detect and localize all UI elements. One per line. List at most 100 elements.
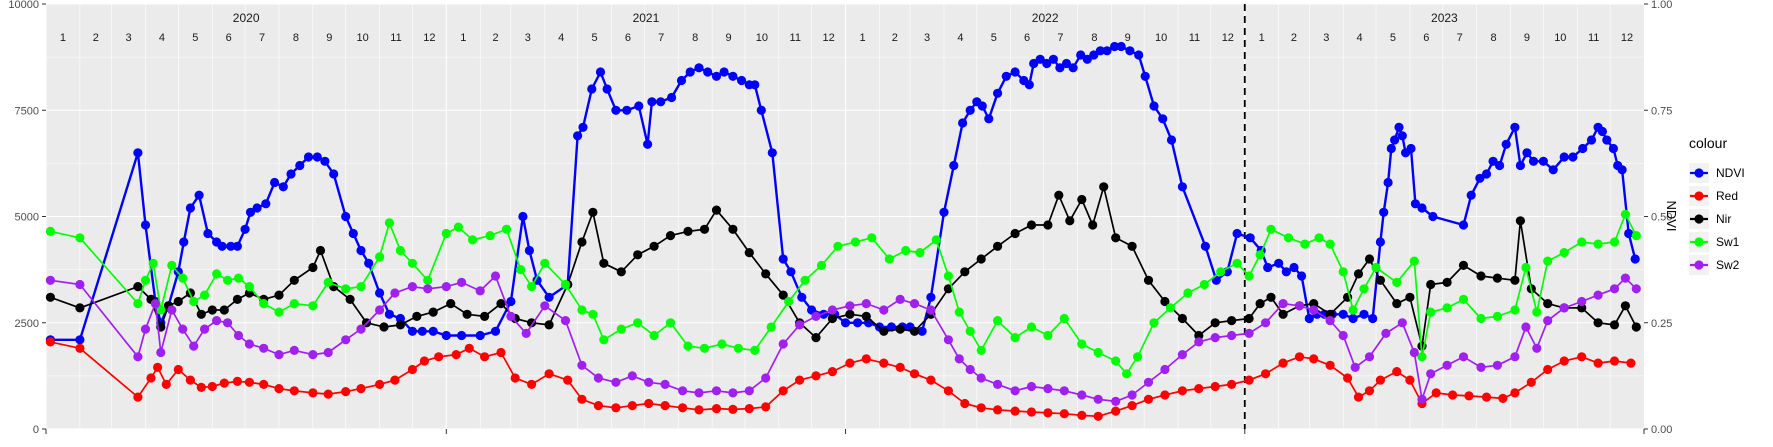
data-point	[1043, 408, 1053, 418]
data-point	[434, 352, 444, 362]
data-point	[1244, 375, 1254, 385]
data-point	[717, 339, 727, 349]
data-point	[1116, 41, 1126, 52]
data-point	[462, 309, 472, 319]
y-left-tick-label: 10000	[8, 0, 39, 11]
data-point	[320, 156, 330, 166]
data-point	[1521, 262, 1531, 273]
data-point	[233, 273, 244, 283]
data-point	[75, 233, 85, 243]
data-point	[633, 318, 643, 328]
data-point	[173, 364, 183, 375]
data-point	[1010, 386, 1020, 396]
data-point	[384, 309, 394, 319]
data-point	[1448, 390, 1458, 400]
data-point	[1624, 228, 1634, 239]
data-point	[464, 343, 474, 353]
data-point	[1227, 316, 1237, 326]
data-point	[156, 347, 166, 358]
y-left-tick-label: 2500	[15, 318, 39, 330]
data-point	[960, 398, 970, 409]
data-point	[656, 97, 666, 107]
data-point	[419, 356, 429, 366]
legend-label: Sw1	[1716, 235, 1740, 249]
data-point	[1194, 330, 1204, 341]
data-point	[1620, 273, 1630, 283]
data-point	[156, 305, 166, 315]
data-point	[1077, 339, 1087, 349]
data-point	[133, 282, 143, 292]
data-point	[1630, 254, 1640, 264]
legend-key-point	[1694, 260, 1704, 270]
data-point	[1577, 352, 1587, 362]
data-point	[595, 67, 606, 77]
data-point	[1426, 279, 1436, 290]
data-point	[1255, 299, 1265, 309]
data-point	[563, 375, 573, 385]
data-point	[375, 379, 385, 389]
data-point	[627, 371, 637, 381]
data-point	[884, 254, 894, 264]
legend-item-ndvi: NDVI	[1689, 163, 1745, 183]
data-point	[761, 269, 771, 279]
data-point	[879, 305, 889, 315]
data-point	[1409, 256, 1419, 266]
month-label: 10	[756, 32, 768, 44]
data-point	[323, 389, 333, 399]
data-point	[1426, 369, 1436, 379]
data-point	[441, 228, 451, 239]
data-point	[1617, 165, 1627, 175]
data-point	[1458, 260, 1469, 270]
data-point	[274, 307, 284, 317]
data-point	[611, 105, 621, 115]
month-label: 7	[658, 32, 664, 44]
data-point	[1379, 207, 1389, 217]
data-point	[1232, 258, 1242, 268]
month-label: 7	[259, 32, 265, 44]
data-point	[289, 386, 299, 396]
data-point	[480, 311, 490, 321]
data-point	[274, 384, 284, 394]
data-point	[1510, 275, 1520, 285]
data-point	[683, 341, 693, 351]
data-point	[341, 387, 351, 397]
legend-label: Sw2	[1716, 258, 1740, 272]
data-point	[1048, 54, 1058, 64]
data-point	[1309, 305, 1319, 315]
data-point	[407, 258, 417, 268]
month-label: 3	[126, 32, 132, 44]
data-point	[1458, 352, 1469, 362]
month-label: 6	[1024, 32, 1030, 44]
data-point	[811, 311, 821, 321]
data-point	[895, 362, 905, 372]
data-point	[644, 398, 654, 409]
data-point	[212, 269, 222, 279]
data-point	[446, 299, 456, 309]
data-point	[960, 267, 970, 277]
data-point	[939, 207, 949, 217]
data-point	[1177, 182, 1187, 192]
data-point	[1348, 313, 1358, 324]
data-point	[767, 148, 777, 158]
data-point	[560, 316, 571, 326]
data-point	[954, 307, 964, 317]
data-point	[1093, 394, 1103, 404]
data-point	[496, 347, 506, 358]
data-point	[1368, 313, 1378, 324]
data-point	[261, 199, 271, 209]
data-point	[827, 305, 838, 315]
data-point	[861, 311, 871, 321]
data-point	[217, 241, 227, 251]
data-point	[1348, 305, 1358, 315]
month-label: 12	[1222, 32, 1234, 44]
data-point	[185, 375, 195, 385]
data-point	[1383, 177, 1393, 188]
data-point	[1428, 211, 1438, 222]
data-point	[1466, 190, 1476, 200]
data-point	[1410, 199, 1420, 209]
data-point	[1515, 216, 1525, 226]
data-point	[1149, 101, 1159, 111]
data-point	[577, 394, 587, 404]
data-point	[778, 290, 788, 300]
data-point	[1227, 379, 1237, 389]
